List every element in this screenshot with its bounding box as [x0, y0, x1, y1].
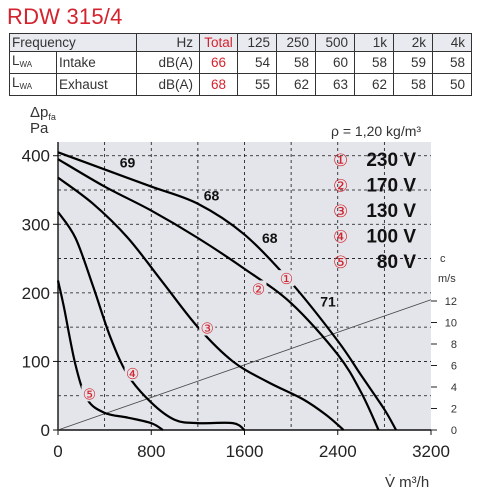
value-cell: 63: [315, 73, 355, 96]
sound-level-label: 69: [120, 154, 136, 170]
curve-marker: ①: [280, 271, 293, 288]
curve-marker-bg: [250, 280, 267, 297]
table-row: LWA Intake dB(A) 66 54 58 60 58 59 58: [9, 51, 472, 74]
curve-marker: ④: [126, 366, 139, 383]
x-axis-tick-label: 0: [53, 442, 62, 461]
curve-marker-bg: [199, 319, 216, 336]
x-axis-tick-label: 800: [137, 442, 165, 461]
y-axis-tick-label: 0: [41, 421, 50, 440]
curves: [56, 151, 432, 431]
sound-level-label: 71: [320, 294, 336, 310]
y-axis-label: Δpfa: [30, 104, 56, 122]
legend-marker: ②: [333, 177, 348, 196]
right-axis-unit: m/s: [438, 273, 456, 285]
y-axis-symbol: Δp: [30, 104, 48, 121]
x-axis-tick-label: 3200: [412, 442, 450, 461]
value-cell: 62: [276, 73, 316, 96]
y-axis-tick-label: 300: [22, 215, 50, 234]
y-axis-unit: Pa: [30, 120, 49, 137]
symbol-cell: LWA: [9, 73, 57, 96]
curve-marker: ③: [200, 321, 213, 338]
sound-power-table: Frequency Hz Total 125 250 500 1k 2k 4k …: [9, 33, 472, 96]
right-axis-tick-label: 12: [445, 296, 457, 308]
right-axis-label: c: [440, 253, 446, 265]
curve-marker-bg: [124, 364, 141, 381]
symbol-subscript: WA: [19, 60, 33, 69]
legend-label: 100 V: [366, 227, 416, 248]
curve-marker-bg: [81, 385, 98, 402]
fan-curve-5: [56, 280, 164, 431]
y-axis-tick-label: 100: [22, 352, 50, 371]
unit-cell: dB(A): [136, 73, 200, 96]
right-axis-tick-label: 4: [451, 382, 457, 394]
value-cell: 55: [237, 73, 277, 96]
unit-cell: dB(A): [136, 51, 200, 74]
fan-curve-1: [57, 151, 397, 431]
header-cell: Hz: [136, 33, 200, 52]
table-row: LWA Exhaust dB(A) 68 55 62 63 62 58 50: [9, 73, 472, 96]
y-axis-tick-label: 200: [22, 284, 50, 303]
legend-label: 170 V: [366, 176, 416, 197]
header-cell: 1k: [354, 33, 394, 52]
header-cell: 500: [315, 33, 355, 52]
fan-curve-2: [57, 158, 380, 431]
right-axis-tick-label: 10: [445, 318, 457, 330]
legend-marker: ④: [333, 228, 348, 247]
symbol-subscript: WA: [19, 82, 33, 91]
table-header-row: Frequency Hz Total 125 250 500 1k 2k 4k: [9, 33, 472, 52]
legend-label: 80 V: [377, 252, 416, 273]
sound-level-label: 68: [262, 230, 278, 246]
value-cell: 54: [237, 51, 277, 74]
right-axis-tick-label: 2: [451, 404, 457, 416]
y-axis-tick-label: 400: [22, 147, 50, 166]
value-cell: 58: [354, 51, 394, 74]
row-label: Exhaust: [56, 73, 137, 96]
right-axis-tick-label: 6: [451, 361, 457, 373]
value-cell: 59: [393, 51, 433, 74]
right-axis-tick-label: 8: [451, 339, 457, 351]
symbol-text: L: [12, 75, 20, 90]
legend-marker: ①: [333, 151, 348, 170]
header-cell: 2k: [393, 33, 433, 52]
system-line: [57, 299, 432, 431]
sound-level-label: 68: [204, 187, 220, 203]
curve-marker-bg: [278, 270, 295, 287]
chart-title: RDW 315/4: [7, 4, 123, 29]
legend-marker: ③: [333, 202, 348, 221]
x-axis-label: V̇ m³/h: [385, 474, 429, 491]
x-axis-tick-label: 2400: [319, 442, 357, 461]
legend-label: 130 V: [366, 201, 416, 222]
curve-marker: ②: [252, 281, 265, 298]
value-cell: 50: [432, 73, 472, 96]
symbol-text: L: [12, 53, 20, 68]
legend-marker: ⑤: [333, 253, 348, 272]
density-label: ρ = 1,20 kg/m³: [331, 123, 421, 139]
y-axis-subscript: fa: [48, 112, 56, 122]
fan-curve-4: [57, 211, 246, 431]
curve-marker: ⑤: [83, 386, 96, 403]
legend-label: 230 V: [366, 150, 416, 171]
x-axis-tick-label: 1600: [226, 442, 264, 461]
value-cell: 58: [432, 51, 472, 74]
right-axis-tick-label: 0: [451, 425, 457, 437]
fan-curve-3: [57, 176, 345, 431]
